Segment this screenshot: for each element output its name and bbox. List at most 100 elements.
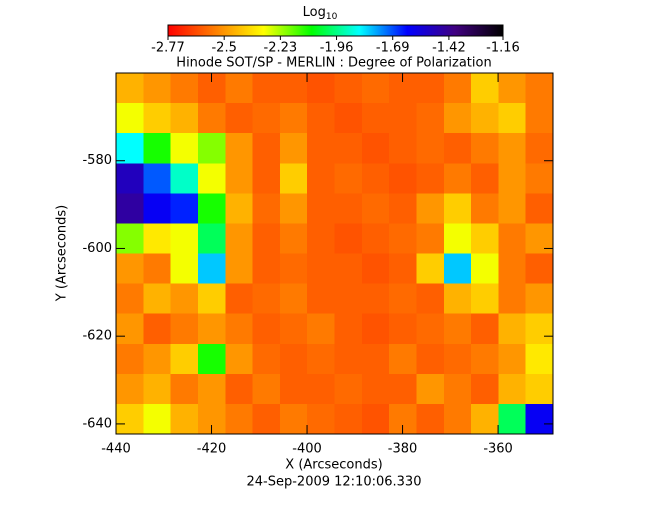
- heatmap-cell: [252, 73, 281, 104]
- heatmap-cell: [443, 163, 472, 194]
- heatmap-cell: [525, 103, 554, 134]
- heatmap-cell: [170, 283, 199, 315]
- heatmap-cell: [116, 193, 144, 224]
- heatmap-cell: [170, 403, 199, 435]
- heatmap-cell: [252, 313, 281, 345]
- heatmap-cell: [197, 223, 226, 254]
- heatmap-cell: [252, 103, 281, 134]
- heatmap-cell: [334, 223, 363, 254]
- heatmap-cell: [279, 223, 308, 254]
- heatmap-cell: [416, 343, 445, 375]
- heatmap-cell: [443, 343, 472, 375]
- x-axis-label: X (Arcseconds): [285, 458, 382, 473]
- heatmap-cell: [307, 73, 335, 104]
- heatmap-cell: [443, 313, 472, 345]
- heatmap-cell: [197, 373, 226, 405]
- heatmap-cell: [170, 73, 199, 104]
- heatmap-cell: [170, 163, 199, 194]
- heatmap-cell: [471, 163, 499, 194]
- heatmap-cell: [307, 403, 335, 435]
- heatmap-cell: [279, 193, 308, 224]
- heatmap-cell: [498, 343, 527, 375]
- heatmap-cell: [525, 163, 554, 194]
- heatmap-cell: [197, 283, 226, 315]
- heatmap-cell: [143, 133, 172, 164]
- heatmap-cell: [116, 223, 144, 254]
- colorbar-label-main: Log: [303, 5, 326, 20]
- heatmap-cell: [471, 283, 499, 315]
- y-tick-label: -640: [82, 416, 112, 431]
- colorbar-tick-label: -2.77: [151, 41, 185, 56]
- heatmap-cell: [225, 103, 254, 134]
- heatmap-cell: [225, 313, 254, 345]
- heatmap-cell: [334, 103, 363, 134]
- heatmap-cell: [307, 313, 335, 345]
- heatmap-cell: [170, 343, 199, 375]
- heatmap-cell: [361, 193, 390, 224]
- heatmap-cell: [225, 133, 254, 164]
- heatmap-cell: [197, 313, 226, 345]
- x-tick-label: -380: [388, 442, 418, 457]
- heatmap-cell: [225, 343, 254, 375]
- heatmap-cell: [116, 283, 144, 315]
- heatmap-cell: [143, 253, 172, 285]
- heatmap-cell: [525, 343, 554, 375]
- colorbar-label: Log10: [303, 5, 338, 22]
- colorbar-tick-label: -1.96: [320, 41, 354, 56]
- heatmap-cell: [389, 373, 417, 405]
- heatmap-cell: [416, 283, 445, 315]
- heatmap-cell: [525, 403, 554, 435]
- heatmap-cell: [116, 343, 144, 375]
- heatmap-cell: [252, 343, 281, 375]
- heatmap-cell: [307, 373, 335, 405]
- heatmap-cell: [498, 103, 527, 134]
- heatmap-cell: [389, 133, 417, 164]
- heatmap-cell: [143, 403, 172, 435]
- heatmap-cell: [143, 313, 172, 345]
- x-tick-label: -360: [483, 442, 513, 457]
- heatmap-cell: [389, 163, 417, 194]
- x-tick-label: -420: [197, 442, 227, 457]
- x-tick-label: -400: [292, 442, 322, 457]
- heatmap-cell: [334, 73, 363, 104]
- heatmap-cell: [252, 133, 281, 164]
- heatmap-cell: [361, 373, 390, 405]
- chart-title: Hinode SOT/SP - MERLIN : Degree of Polar…: [176, 56, 491, 71]
- heatmap-cell: [334, 163, 363, 194]
- heatmap-cell: [170, 193, 199, 224]
- heatmap-cell: [416, 373, 445, 405]
- heatmap-cell: [334, 343, 363, 375]
- heatmap-cell: [334, 283, 363, 315]
- heatmap-cell: [416, 133, 445, 164]
- colorbar-tick-label: -1.16: [486, 41, 520, 56]
- heatmap-cell: [471, 343, 499, 375]
- heatmap-cell: [498, 133, 527, 164]
- heatmap-cell: [471, 373, 499, 405]
- heatmap-cell: [443, 103, 472, 134]
- heatmap-cell: [498, 163, 527, 194]
- heatmap-cell: [116, 403, 144, 435]
- heatmap-cell: [471, 193, 499, 224]
- heatmap-cell: [498, 193, 527, 224]
- heatmap-cell: [143, 103, 172, 134]
- heatmap-cell: [279, 283, 308, 315]
- heatmap-cell: [307, 163, 335, 194]
- heatmap-cell: [361, 133, 390, 164]
- heatmap-cell: [225, 373, 254, 405]
- heatmap-cell: [498, 283, 527, 315]
- colorbar-label-sub: 10: [326, 12, 338, 22]
- heatmap-cell: [307, 193, 335, 224]
- heatmap-cell: [279, 73, 308, 104]
- heatmap-cell: [252, 373, 281, 405]
- heatmap-cell: [443, 73, 472, 104]
- heatmap-cell: [443, 253, 472, 285]
- heatmap-cell: [170, 373, 199, 405]
- heatmap-cell: [252, 283, 281, 315]
- colorbar: [167, 24, 504, 37]
- heatmap-cell: [334, 373, 363, 405]
- heatmap-cell: [279, 103, 308, 134]
- heatmap-cell: [525, 133, 554, 164]
- heatmap-cell: [389, 253, 417, 285]
- heatmap-cell: [307, 253, 335, 285]
